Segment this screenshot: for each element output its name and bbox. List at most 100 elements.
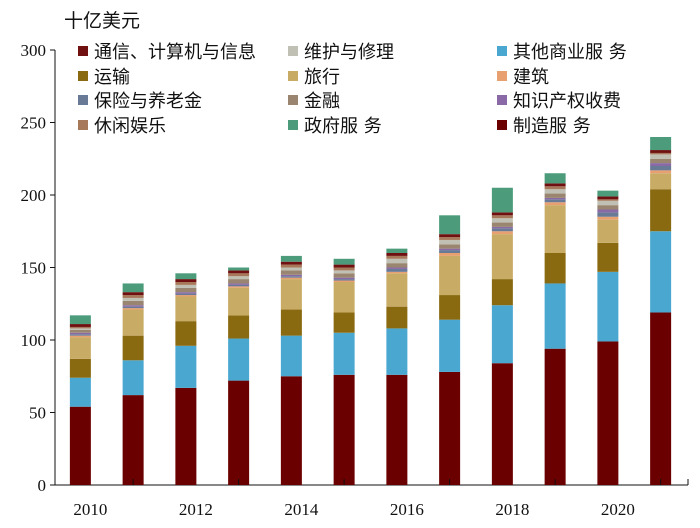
bar-segment — [228, 338, 250, 381]
bar-segment — [439, 250, 461, 253]
bar-segment — [122, 309, 144, 336]
bar-segment — [122, 297, 144, 301]
bar-segment — [175, 321, 197, 346]
bar-segment — [175, 293, 197, 296]
bar-segment — [491, 228, 513, 232]
y-tick-label: 100 — [21, 331, 47, 350]
bar-segment — [650, 312, 672, 485]
legend-label: 通信、计算机与信息 — [94, 42, 256, 63]
legend-swatch — [78, 95, 88, 105]
y-axis-unit-label: 十亿美元 — [64, 10, 141, 32]
legend-swatch — [497, 95, 507, 105]
legend-label: 制造服 务 — [513, 116, 591, 137]
bar-segment — [650, 189, 672, 232]
bar-segment — [175, 387, 197, 485]
bar-segment — [491, 234, 513, 280]
bar-segment — [650, 170, 672, 174]
bar-segment — [333, 282, 355, 313]
bar-segment — [544, 348, 566, 485]
bar-segment — [597, 205, 619, 210]
bar-segment — [280, 276, 302, 278]
bar-segment — [333, 374, 355, 485]
bar-segment — [69, 326, 91, 329]
bar-segment — [491, 212, 513, 216]
y-tick-label: 250 — [21, 114, 47, 133]
bar-segment — [333, 258, 355, 265]
bar-segment — [333, 277, 355, 280]
bar-segment — [386, 328, 408, 375]
bar-segment — [280, 274, 302, 277]
bar-segment — [544, 205, 566, 253]
bar-segment — [439, 244, 461, 249]
bar-segment — [228, 284, 250, 287]
bar-segment — [122, 305, 144, 307]
bar-segment — [122, 292, 144, 296]
bar-segment — [544, 186, 566, 190]
bar-segment — [122, 300, 144, 306]
bar-segment — [69, 406, 91, 485]
bar-segment — [69, 315, 91, 325]
y-tick-label: 50 — [29, 404, 46, 423]
x-tick-label: 2014 — [284, 500, 319, 519]
bar-segment — [650, 173, 672, 190]
bar-segment — [333, 279, 355, 281]
bar-segment — [69, 337, 91, 359]
legend-swatch — [497, 71, 507, 81]
bar-segment — [333, 280, 355, 282]
legend-label: 运输 — [94, 67, 130, 88]
bar-segment — [597, 200, 619, 206]
bar-segment — [544, 173, 566, 184]
bar-segment — [597, 242, 619, 272]
bar-segment — [439, 253, 461, 256]
bar-segment — [69, 328, 91, 330]
bar-segment — [386, 258, 408, 264]
bar-segment — [544, 193, 566, 198]
bar-segment — [491, 231, 513, 235]
bar-segment — [439, 215, 461, 235]
bar-segment — [439, 255, 461, 296]
bar-segment — [122, 360, 144, 396]
legend-swatch — [497, 120, 507, 130]
bar-segment — [491, 226, 513, 229]
bar-segment — [491, 215, 513, 219]
bar-segment — [175, 273, 197, 280]
x-tick-label: 2018 — [495, 500, 529, 519]
bar-segment — [386, 253, 408, 256]
bar-segment — [386, 306, 408, 329]
bar-segment — [650, 163, 672, 166]
bar-segment — [386, 374, 408, 485]
bar-segment — [69, 324, 91, 327]
legend-label: 政府服 务 — [304, 116, 382, 137]
legend-swatch — [78, 120, 88, 130]
bar-segment — [122, 308, 144, 310]
bar-segment — [597, 196, 619, 200]
bar-segment — [228, 279, 250, 284]
bar-segment — [228, 276, 250, 280]
bar-segment — [280, 267, 302, 271]
bar-segment — [491, 279, 513, 306]
legend-swatch — [288, 46, 298, 56]
bar-segment — [280, 335, 302, 377]
bar-segment — [280, 279, 302, 310]
bar-segment — [491, 363, 513, 485]
bar-segment — [650, 231, 672, 313]
bar-segment — [333, 273, 355, 278]
bar-segment — [333, 270, 355, 274]
bar-segment — [69, 377, 91, 407]
bar-segment — [280, 270, 302, 275]
bar-segment — [333, 264, 355, 268]
bar-segment — [491, 187, 513, 213]
bar-segment — [491, 218, 513, 223]
bar-segment — [439, 248, 461, 251]
y-tick-label: 200 — [21, 186, 47, 205]
x-tick-label: 2010 — [73, 500, 107, 519]
legend-swatch — [288, 71, 298, 81]
bar-segment — [333, 332, 355, 375]
bar-segment — [333, 267, 355, 271]
bar-segment — [69, 329, 91, 333]
bar-segment — [439, 239, 461, 245]
bar-segment — [228, 283, 250, 285]
bar-segment — [597, 216, 619, 220]
legend-swatch — [497, 46, 507, 56]
